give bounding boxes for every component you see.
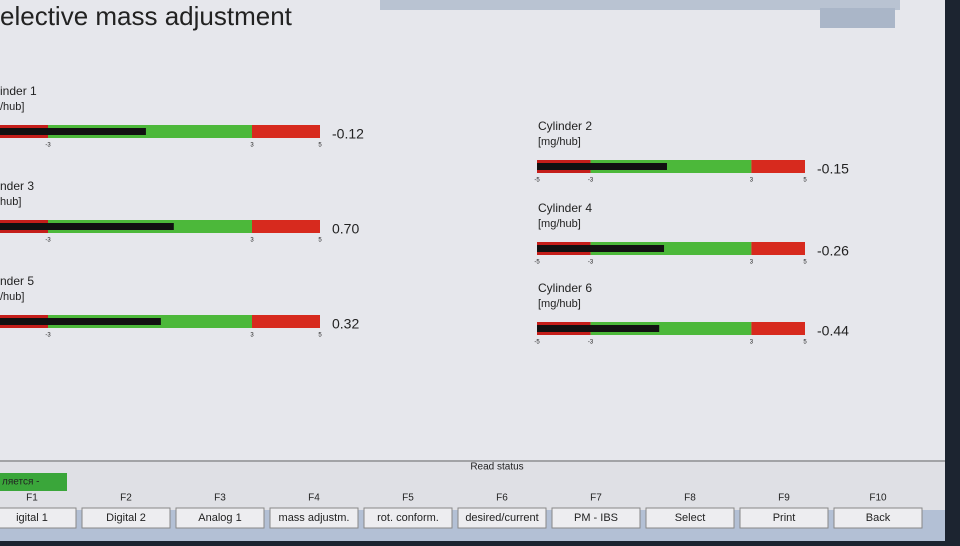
function-key-button[interactable] — [81, 507, 171, 529]
gauge-tick-label: 3 — [750, 340, 754, 346]
gauge-unit: hub] — [0, 196, 21, 208]
function-key-button[interactable] — [269, 507, 359, 529]
gauge-tick-label: -5 — [534, 178, 540, 184]
gauge-value: -0.26 — [817, 243, 849, 259]
function-key-label[interactable]: desired/current — [465, 512, 538, 524]
function-key-button[interactable] — [833, 507, 923, 529]
gauge-unit: /hub] — [0, 291, 24, 303]
toolbar — [380, 0, 900, 10]
gauge-indicator — [537, 163, 667, 170]
gauge-zone — [751, 242, 805, 255]
gauge-label: Cylinder 4 — [538, 201, 592, 215]
gauge-indicator — [537, 325, 660, 332]
gauge-label: nder 3 — [0, 179, 34, 193]
function-key-label[interactable]: Back — [866, 512, 891, 524]
function-key-label[interactable]: rot. conform. — [377, 512, 439, 524]
function-key-number: F5 — [402, 493, 414, 504]
status-text: Read status — [470, 462, 523, 473]
gauge-tick-label: 5 — [803, 260, 807, 266]
gauge-tick-label: -3 — [588, 340, 594, 346]
gauge-tick-label: -3 — [588, 178, 594, 184]
function-key-button[interactable] — [739, 507, 829, 529]
gauge-label: nder 5 — [0, 274, 34, 288]
gauges: inder 1/hub] -5 -3 3 5 -0.12 Cylinder 2 [mg/hub… — [0, 84, 849, 346]
gauge-indicator — [0, 318, 161, 325]
function-key-number: F9 — [778, 493, 790, 504]
gauge-indicator — [537, 245, 665, 252]
gauge-unit: [mg/hub] — [538, 136, 581, 148]
gauge-zone — [252, 220, 320, 233]
gauge-tick-label: -5 — [534, 260, 540, 266]
gauge-tick-label: 3 — [250, 143, 254, 149]
gauge-tick-label: 5 — [318, 143, 322, 149]
gauge-tick-label: 3 — [750, 260, 754, 266]
gauge-unit: /hub] — [0, 101, 24, 113]
gauge-zone — [751, 160, 805, 173]
gauge-indicator — [0, 223, 174, 230]
function-key-button[interactable] — [363, 507, 453, 529]
gauge-value: -0.12 — [332, 126, 364, 142]
gauge-indicator — [0, 128, 146, 135]
page-title: elective mass adjustment — [0, 1, 293, 31]
function-key-number: F6 — [496, 493, 508, 504]
gauge-value: 0.32 — [332, 316, 359, 332]
gauge-tick-label: 5 — [318, 333, 322, 339]
gauge-label: inder 1 — [0, 84, 37, 98]
function-key-button[interactable] — [0, 507, 77, 529]
gauge-tick-label: 3 — [250, 333, 254, 339]
gauge-tick-label: 5 — [803, 178, 807, 184]
function-key-label[interactable]: Analog 1 — [198, 512, 241, 524]
function-key-button[interactable] — [645, 507, 735, 529]
gauge-tick-label: -3 — [45, 238, 51, 244]
gauge-zone — [751, 322, 805, 335]
gauge-label: Cylinder 6 — [538, 281, 592, 295]
function-key-button[interactable] — [457, 507, 547, 529]
gauge-tick-label: -5 — [534, 340, 540, 346]
gauge-unit: [mg/hub] — [538, 298, 581, 310]
function-key-button[interactable] — [551, 507, 641, 529]
function-key-number: F2 — [120, 493, 132, 504]
function-key-label[interactable]: Select — [675, 512, 706, 524]
gauge-unit: [mg/hub] — [538, 218, 581, 230]
window — [0, 0, 945, 470]
gauge-tick-label: 3 — [750, 178, 754, 184]
function-key-number: F3 — [214, 493, 226, 504]
function-key-number: F7 — [590, 493, 602, 504]
function-key-button[interactable] — [175, 507, 265, 529]
function-key-label[interactable]: igital 1 — [16, 512, 48, 524]
gauge-tick-label: 3 — [250, 238, 254, 244]
status-badge — [0, 473, 67, 491]
function-key-label[interactable]: PM - IBS — [574, 512, 618, 524]
function-key-number: F8 — [684, 493, 696, 504]
function-keys: F1 igital 1 F2 Digital 2 F3 Analog 1 F4 mass ad… — [0, 493, 923, 529]
gauge-value: 0.70 — [332, 221, 359, 237]
gauge-tick-label: -3 — [588, 260, 594, 266]
gauge-value: -0.15 — [817, 161, 849, 177]
status-badge-text: ляется - — [2, 477, 39, 488]
title-bar-buttons — [820, 8, 895, 28]
function-key-label[interactable]: mass adjustm. — [279, 512, 350, 524]
gauge-value: -0.44 — [817, 323, 849, 339]
function-key-number: F10 — [869, 493, 887, 504]
gauge-zone — [252, 125, 320, 138]
function-key-label[interactable]: Digital 2 — [106, 512, 146, 524]
gauge-zone — [252, 315, 320, 328]
gauge-tick-label: -3 — [45, 333, 51, 339]
gauge-tick-label: 5 — [803, 340, 807, 346]
gauge-tick-label: 5 — [318, 238, 322, 244]
function-key-label[interactable]: Print — [773, 512, 796, 524]
function-key-number: F1 — [26, 493, 38, 504]
gauge-tick-label: -3 — [45, 143, 51, 149]
gauge-label: Cylinder 2 — [538, 119, 592, 133]
function-key-number: F4 — [308, 493, 320, 504]
